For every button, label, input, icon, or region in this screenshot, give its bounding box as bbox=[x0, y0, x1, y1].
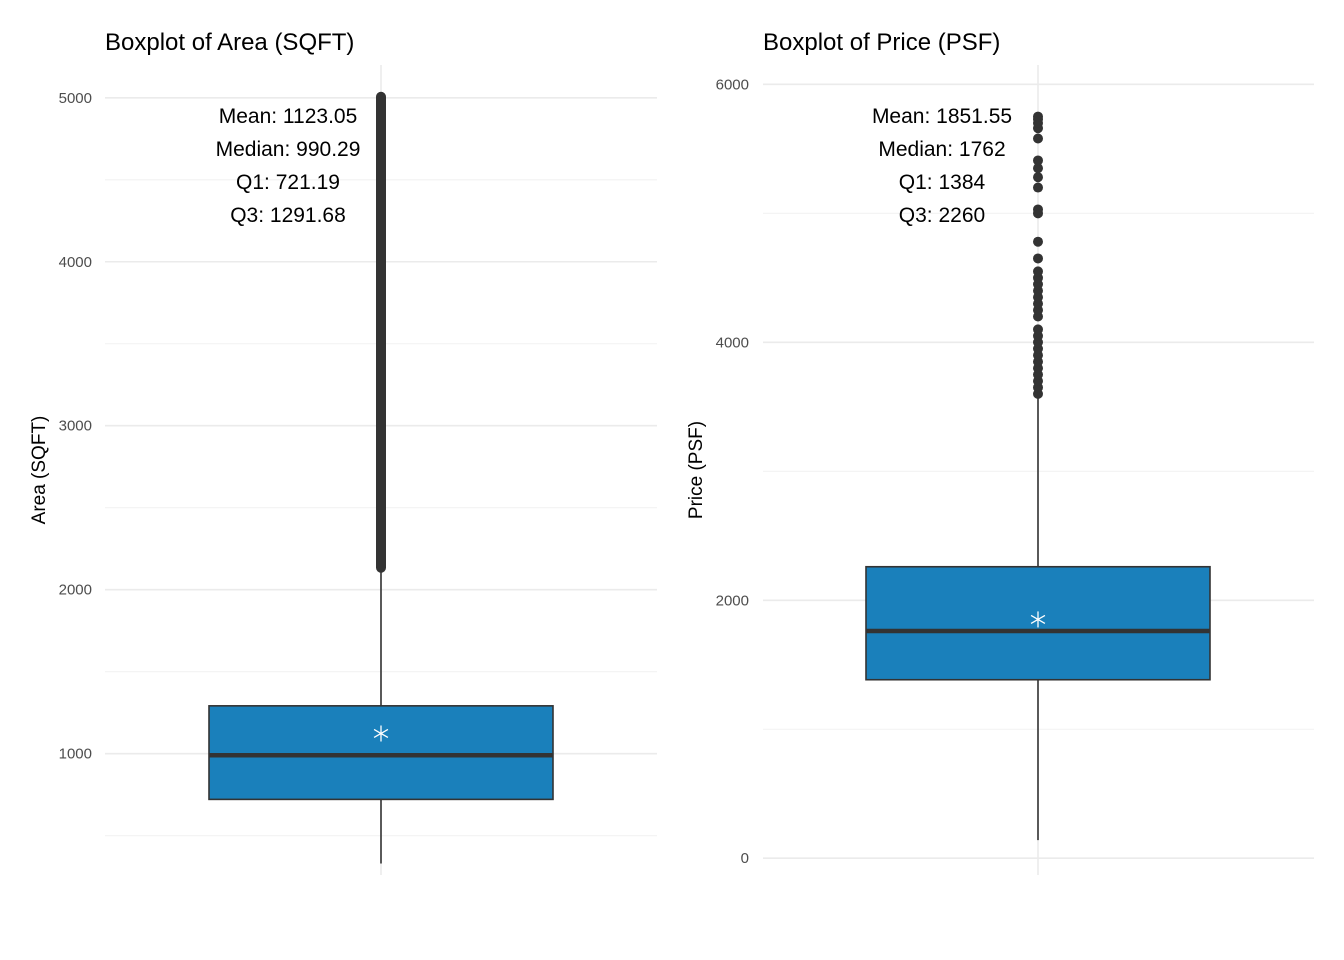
mean-marker bbox=[373, 725, 389, 742]
chart-title: Boxplot of Area (SQFT) bbox=[105, 29, 354, 56]
y-axis-label: Area (SQFT) bbox=[29, 416, 50, 525]
outlier-point bbox=[1033, 111, 1043, 122]
chart-title: Boxplot of Price (PSF) bbox=[763, 29, 1000, 56]
stat-annotation: Median: 1762 bbox=[878, 138, 1005, 161]
stat-annotation: Q1: 1384 bbox=[899, 171, 986, 194]
mean-marker bbox=[1030, 611, 1046, 628]
y-tick-label: 5000 bbox=[59, 90, 92, 107]
y-tick-label: 6000 bbox=[716, 76, 749, 93]
chart-panel-1: 1000 2000 3000 4000 5000 Boxplot of Area (SQF… bbox=[29, 29, 657, 875]
y-tick-label: 1000 bbox=[59, 746, 92, 763]
outlier-point bbox=[1033, 155, 1043, 166]
outlier-point bbox=[1033, 253, 1043, 264]
y-tick-label: 4000 bbox=[59, 254, 92, 271]
outlier-point bbox=[1033, 266, 1043, 277]
box-iqr bbox=[208, 705, 554, 801]
stat-annotation: Q3: 2260 bbox=[899, 204, 985, 227]
outlier-point bbox=[1033, 236, 1043, 247]
stat-annotation: Q1: 721.19 bbox=[236, 171, 340, 194]
outlier-point bbox=[1033, 324, 1043, 335]
outlier-point bbox=[1033, 133, 1043, 144]
mean-marker-stroke bbox=[1030, 614, 1046, 624]
y-axis-label: Price (PSF) bbox=[686, 421, 707, 519]
outlier-point bbox=[1033, 204, 1043, 215]
y-tick-label: 2000 bbox=[59, 582, 92, 599]
outlier-point bbox=[1033, 182, 1043, 193]
stat-annotation: Mean: 1123.05 bbox=[219, 105, 358, 128]
y-tick-label: 3000 bbox=[59, 418, 92, 435]
y-tick-label: 0 bbox=[741, 850, 749, 867]
y-tick-label: 4000 bbox=[716, 334, 749, 351]
y-tick-label: 2000 bbox=[716, 592, 749, 609]
stat-annotation: Q3: 1291.68 bbox=[230, 204, 346, 227]
stat-annotation: Median: 990.29 bbox=[216, 138, 361, 161]
outlier-point bbox=[1033, 172, 1043, 183]
stat-annotation: Mean: 1851.55 bbox=[872, 105, 1012, 128]
outlier-point bbox=[1033, 163, 1043, 174]
mean-marker-stroke bbox=[373, 728, 389, 739]
chart-panel-2: 0 2000 4000 6000 Boxplot of Price (PSF) Price… bbox=[686, 29, 1314, 875]
